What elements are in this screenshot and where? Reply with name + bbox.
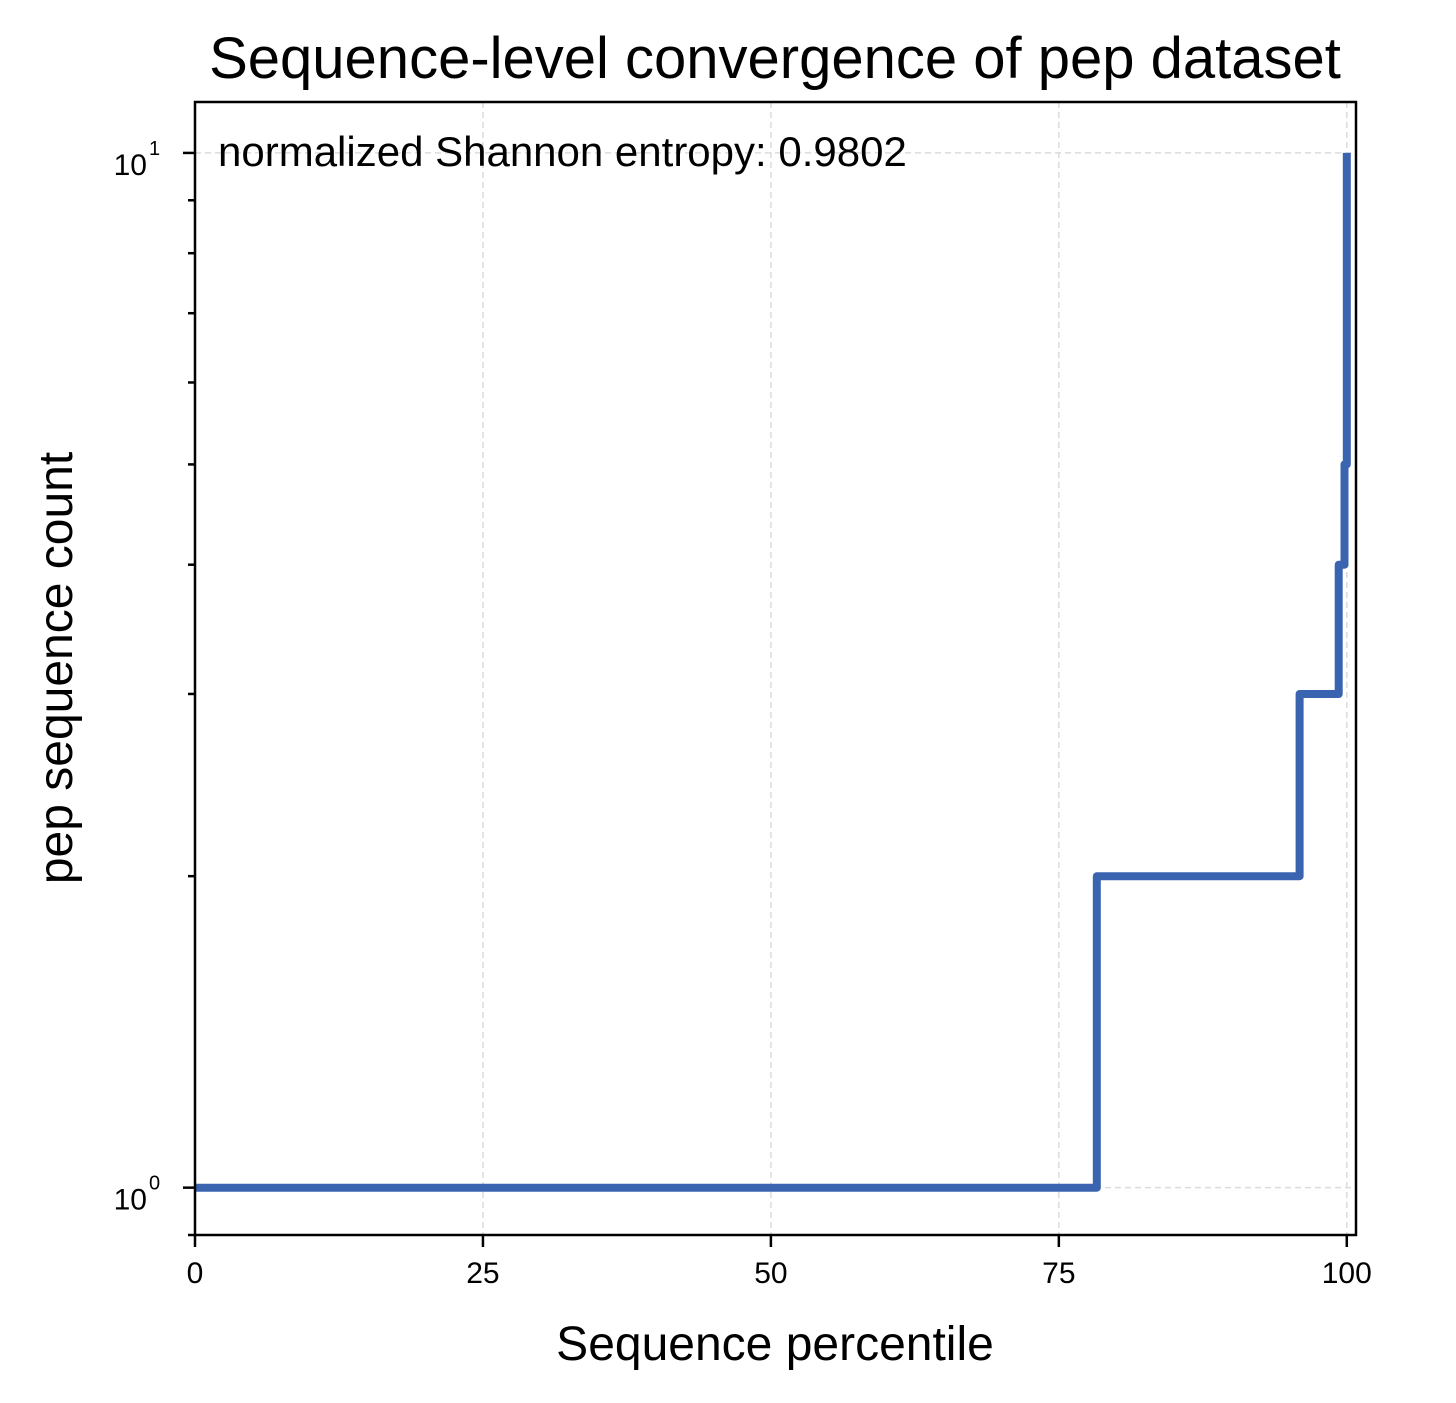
- chart-title: Sequence-level convergence of pep datase…: [209, 26, 1341, 91]
- x-axis-label: Sequence percentile: [556, 1318, 994, 1371]
- y-tick-label: 10: [114, 149, 147, 182]
- x-axis-ticks: 0 25 50 75 100: [187, 1235, 1372, 1290]
- y-tick-exponent: 0: [149, 1173, 160, 1195]
- series-line-0: [195, 152, 1351, 1192]
- entropy-annotation: normalized Shannon entropy: 0.9802: [218, 128, 907, 175]
- x-tick-label: 50: [754, 1257, 787, 1290]
- x-tick-label: 25: [466, 1257, 499, 1290]
- x-tick-label: 100: [1322, 1257, 1372, 1290]
- plot-frame: [193, 100, 1358, 1237]
- y-tick-base: 10: [114, 149, 147, 182]
- y-tick-base: 10: [114, 1184, 147, 1217]
- grid-lines: [194, 102, 1356, 1235]
- y-axis-label: pep sequence count: [30, 452, 83, 884]
- x-tick-label: 0: [187, 1257, 204, 1290]
- y-tick-label: 10: [114, 1184, 147, 1217]
- x-tick-label: 75: [1042, 1257, 1075, 1290]
- y-tick-exponent: 1: [149, 138, 160, 160]
- series-layer: [195, 152, 1351, 1192]
